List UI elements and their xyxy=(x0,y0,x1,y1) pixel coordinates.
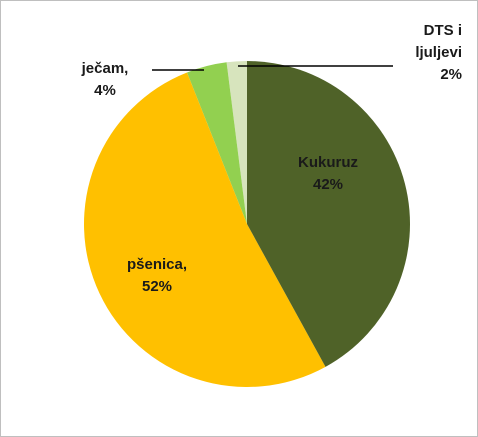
percent-label: 2% xyxy=(440,66,462,83)
category-label: DTS i ljuljevi xyxy=(415,22,462,61)
category-label: Kukuruz xyxy=(298,154,358,171)
pie-slice xyxy=(84,72,326,387)
slice-label: DTS i ljuljevi 2% xyxy=(394,20,462,86)
category-label: ječam, xyxy=(81,60,129,77)
percent-label: 42% xyxy=(312,176,344,193)
slice-label: Kukuruz 42% xyxy=(292,152,364,196)
pie-slice xyxy=(186,62,247,224)
category-label: pšenica, xyxy=(126,256,188,273)
slice-label: ječam, 4% xyxy=(64,58,146,102)
pie-slice xyxy=(226,61,247,224)
pie-slice xyxy=(247,61,411,367)
percent-label: 52% xyxy=(141,278,173,295)
slice-label: pšenica, 52% xyxy=(124,254,190,298)
percent-label: 4% xyxy=(94,82,116,99)
